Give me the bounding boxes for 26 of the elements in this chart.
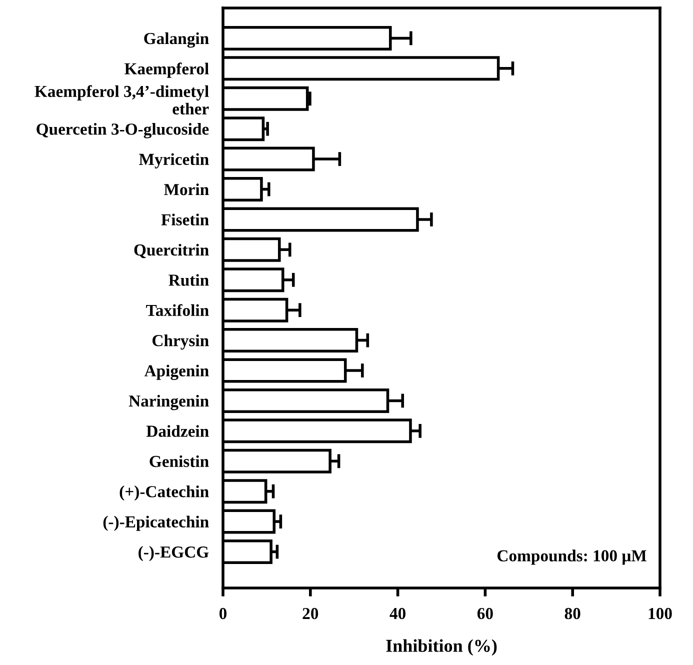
y-tick-label: Quercitrin bbox=[134, 244, 209, 258]
y-tick-label: Naringenin bbox=[128, 394, 209, 410]
y-tick-label: Apigenin bbox=[144, 364, 209, 380]
y-tick-label: Kaempferol 3,4’-dimetyl ether bbox=[34, 85, 209, 115]
y-tick-label: Chrysin bbox=[152, 334, 209, 350]
y-tick-label: (-)-EGCG bbox=[138, 546, 209, 562]
y-tick-label: Kaempferol bbox=[124, 62, 209, 78]
x-tick-label: 20 bbox=[302, 608, 318, 620]
y-tick-label: (+)-Catechin bbox=[120, 486, 209, 501]
x-tick-label: 60 bbox=[477, 608, 493, 620]
x-tick-label: 40 bbox=[390, 608, 406, 620]
y-tick-label: Daidzein bbox=[146, 425, 209, 437]
y-tick-label: Morin bbox=[164, 183, 209, 196]
y-tick-label: Taxifolin bbox=[146, 304, 209, 316]
y-tick-label: Myricetin bbox=[139, 153, 209, 168]
x-axis-title: Inhibition (%) bbox=[386, 639, 497, 656]
y-tick-label: (-)-Epicatechin bbox=[103, 516, 209, 531]
y-tick-label: Galangin bbox=[144, 32, 209, 48]
y-tick-label: Genistin bbox=[150, 455, 209, 468]
y-tick-label: Rutin bbox=[168, 274, 209, 286]
x-tick-label: 80 bbox=[564, 608, 580, 620]
annotation: Compounds: 100 μM bbox=[497, 550, 646, 565]
y-tick-label: Quercetin 3-O-glucoside bbox=[36, 123, 209, 138]
x-tick-label: 0 bbox=[219, 608, 227, 620]
y-tick-label: Fisetin bbox=[161, 214, 209, 226]
x-tick-label: 100 bbox=[648, 608, 672, 620]
